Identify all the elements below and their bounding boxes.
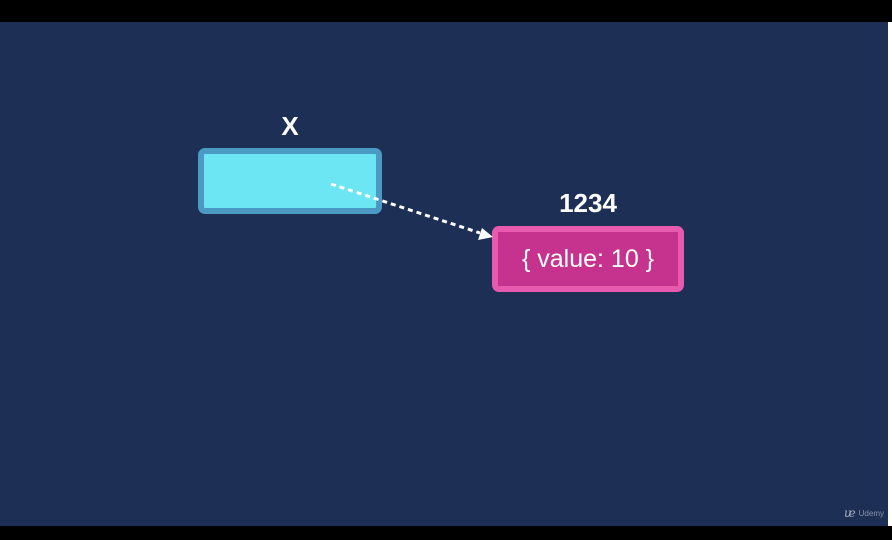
object-box: { value: 10 } [492, 226, 684, 292]
udemy-watermark: ᵫ Udemy [844, 506, 884, 520]
slide-canvas [0, 22, 888, 526]
memory-address-label: 1234 [559, 188, 617, 218]
udemy-brand-text: Udemy [858, 508, 884, 518]
object-content: { value: 10 } [521, 245, 655, 273]
variable-box [198, 148, 382, 214]
right-edge-strip [888, 22, 892, 526]
variable-name-label: X [281, 111, 299, 141]
reference-arrow-head [478, 228, 493, 240]
udemy-logo-icon: ᵫ [843, 506, 856, 520]
reference-arrow-line [330, 182, 481, 235]
